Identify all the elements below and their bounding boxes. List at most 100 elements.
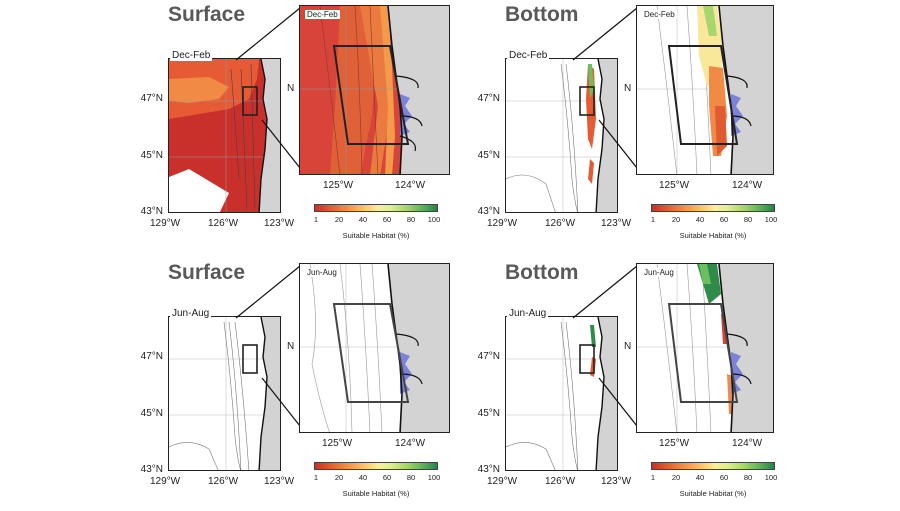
inset-map bbox=[299, 263, 450, 433]
inset-lat-tick: N bbox=[287, 83, 295, 94]
lon-tick-129: 129°W bbox=[487, 218, 518, 229]
season-label: Jun-Aug bbox=[170, 308, 212, 319]
inset-lat-tick: N bbox=[287, 341, 295, 352]
lat-tick-43: 43°N bbox=[140, 206, 163, 217]
cb-tick-60: 60 bbox=[382, 215, 392, 224]
zoom-connector bbox=[572, 7, 638, 169]
inset-graphic bbox=[637, 6, 773, 174]
cb-tick-40: 40 bbox=[358, 215, 368, 224]
panel-heading: Bottom bbox=[505, 3, 579, 26]
cb-tick-60: 60 bbox=[719, 473, 729, 482]
map-graphic bbox=[169, 317, 280, 470]
cb-tick-40: 40 bbox=[358, 473, 368, 482]
lon-tick-129: 129°W bbox=[487, 476, 518, 487]
lon-tick-126: 126°W bbox=[208, 218, 239, 229]
cb-tick-20: 20 bbox=[671, 473, 681, 482]
inset-lon-tick-125: 125°W bbox=[659, 438, 690, 449]
cb-tick-1: 1 bbox=[313, 215, 319, 224]
lon-tick-126: 126°W bbox=[545, 476, 576, 487]
inset-map bbox=[299, 5, 450, 175]
season-label: Dec-Feb bbox=[507, 50, 550, 61]
lon-tick-123: 123°W bbox=[264, 476, 295, 487]
lon-tick-129: 129°W bbox=[150, 218, 181, 229]
lat-tick-43: 43°N bbox=[140, 464, 163, 475]
inset-map bbox=[636, 5, 774, 175]
lat-tick-47: 47°N bbox=[477, 93, 500, 104]
inset-graphic bbox=[637, 264, 773, 432]
inset-graphic bbox=[300, 6, 449, 174]
lon-tick-123: 123°W bbox=[601, 218, 632, 229]
lat-tick-47: 47°N bbox=[140, 351, 163, 362]
cb-tick-20: 20 bbox=[334, 215, 344, 224]
lat-tick-47: 47°N bbox=[477, 351, 500, 362]
overview-map bbox=[168, 316, 281, 471]
map-graphic bbox=[506, 59, 617, 212]
lat-tick-43: 43°N bbox=[477, 464, 500, 475]
inset-graphic bbox=[300, 264, 449, 432]
zoom-connector bbox=[235, 265, 301, 427]
cb-tick-100: 100 bbox=[764, 473, 778, 482]
panel-heading: Surface bbox=[168, 3, 246, 26]
inset-lon-tick-124: 124°W bbox=[732, 438, 763, 449]
zoom-connector bbox=[235, 7, 301, 169]
inset-lon-tick-124: 124°W bbox=[732, 180, 763, 191]
panel-surface-jun-aug: Surface Jun-Aug 47°N 45°N 43°N 129°W 126… bbox=[0, 258, 450, 511]
lat-tick-45: 45°N bbox=[477, 408, 500, 419]
inset-lon-tick-124: 124°W bbox=[395, 438, 426, 449]
cb-tick-80: 80 bbox=[406, 473, 416, 482]
cb-tick-60: 60 bbox=[382, 473, 392, 482]
cb-tick-80: 80 bbox=[743, 473, 753, 482]
overview-map bbox=[505, 316, 618, 471]
inset-season-label: Jun-Aug bbox=[305, 268, 339, 277]
overview-map bbox=[168, 58, 281, 213]
cb-tick-100: 100 bbox=[764, 215, 778, 224]
colorbar-label: Suitable Habitat (%) bbox=[342, 231, 410, 240]
lat-tick-47: 47°N bbox=[140, 93, 163, 104]
map-graphic bbox=[169, 59, 280, 212]
colorbar bbox=[314, 462, 438, 470]
lon-tick-129: 129°W bbox=[150, 476, 181, 487]
lat-tick-45: 45°N bbox=[140, 408, 163, 419]
lon-tick-123: 123°W bbox=[264, 218, 295, 229]
season-label: Jun-Aug bbox=[507, 308, 549, 319]
inset-lat-tick: N bbox=[624, 83, 632, 94]
cb-tick-1: 1 bbox=[650, 215, 656, 224]
inset-lat-tick: N bbox=[624, 341, 632, 352]
inset-lon-tick-124: 124°W bbox=[395, 180, 426, 191]
panel-surface-dec-feb: Surface Dec-Feb 47°N 45°N 43°N 129°W 126… bbox=[0, 0, 450, 253]
cb-tick-1: 1 bbox=[313, 473, 319, 482]
cb-tick-80: 80 bbox=[406, 215, 416, 224]
lon-tick-126: 126°W bbox=[208, 476, 239, 487]
cb-tick-80: 80 bbox=[743, 215, 753, 224]
inset-lon-tick-125: 125°W bbox=[323, 180, 354, 191]
colorbar bbox=[314, 204, 438, 212]
cb-tick-40: 40 bbox=[695, 473, 705, 482]
cb-tick-20: 20 bbox=[334, 473, 344, 482]
season-label: Dec-Feb bbox=[170, 50, 213, 61]
inset-map bbox=[636, 263, 774, 433]
inset-lon-tick-125: 125°W bbox=[322, 438, 353, 449]
colorbar-label: Suitable Habitat (%) bbox=[679, 489, 747, 498]
panel-bottom-jun-aug: Bottom Jun-Aug 47°N 45°N 43°N 129°W 126°… bbox=[337, 258, 787, 511]
inset-season-label: Jun-Aug bbox=[642, 268, 676, 277]
lon-tick-126: 126°W bbox=[545, 218, 576, 229]
colorbar-label: Suitable Habitat (%) bbox=[342, 489, 410, 498]
panel-heading: Surface bbox=[168, 261, 246, 284]
cb-tick-60: 60 bbox=[719, 215, 729, 224]
colorbar bbox=[651, 204, 775, 212]
cb-tick-40: 40 bbox=[695, 215, 705, 224]
lon-tick-123: 123°W bbox=[601, 476, 632, 487]
cb-tick-20: 20 bbox=[671, 215, 681, 224]
colorbar-label: Suitable Habitat (%) bbox=[679, 231, 747, 240]
map-graphic bbox=[506, 317, 617, 470]
panel-heading: Bottom bbox=[505, 261, 579, 284]
cb-tick-1: 1 bbox=[650, 473, 656, 482]
lat-tick-45: 45°N bbox=[477, 150, 500, 161]
lat-tick-45: 45°N bbox=[140, 150, 163, 161]
overview-map bbox=[505, 58, 618, 213]
colorbar bbox=[651, 462, 775, 470]
cb-tick-100: 100 bbox=[427, 473, 441, 482]
zoom-connector bbox=[572, 265, 638, 427]
inset-season-label: Dec-Feb bbox=[642, 10, 677, 19]
panel-bottom-dec-feb: Bottom Dec-Feb 47°N 45°N 43°N 129°W 126°… bbox=[337, 0, 787, 253]
